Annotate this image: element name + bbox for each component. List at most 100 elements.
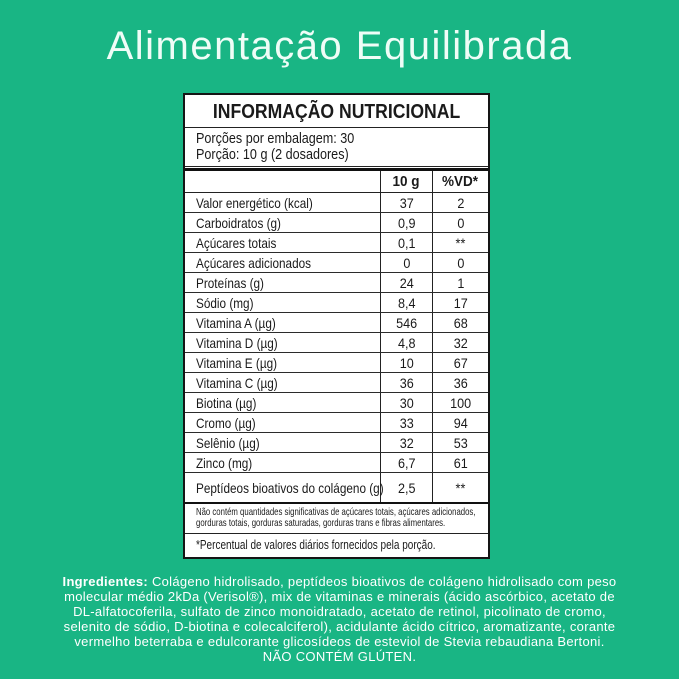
nutrient-dv: 17 (453, 294, 468, 311)
nutrient-amount-cell: 0,1 (380, 233, 432, 252)
nutrient-dv: 0 (456, 214, 465, 231)
nutrient-dv-cell: 68 (432, 313, 488, 332)
nutrient-amount: 4,8 (397, 334, 416, 351)
nutrient-amount: 8,4 (397, 294, 416, 311)
nutrient-name-cell: Vitamina C (µg) (185, 373, 380, 392)
nutrient-name-cell: Biotina (µg) (185, 393, 380, 412)
thick-divider (185, 168, 488, 171)
nutrient-dv: ** (455, 234, 466, 251)
nutrient-name: Açúcares adicionados (196, 254, 312, 271)
nutrient-name: Vitamina E (µg) (196, 354, 278, 371)
nutrient-amount-cell: 10 (380, 353, 432, 372)
nutrient-dv: 0 (456, 254, 465, 271)
nutrient-name: Vitamina D (µg) (196, 334, 278, 351)
nutrient-dv: 68 (453, 314, 468, 331)
nutrient-dv: 94 (453, 414, 468, 431)
nutrient-name-cell: Açúcares totais (185, 233, 380, 252)
ingredients-line: molecular médio 2kDa (Verisol®), mix de … (64, 589, 615, 604)
nutrient-name-cell: Carboidratos (g) (185, 213, 380, 232)
nutrient-dv-cell: 53 (432, 433, 488, 452)
nutrient-dv: 61 (453, 454, 468, 471)
nutrient-amount: 2,5 (397, 479, 416, 496)
nutrient-dv-cell: 1 (432, 273, 488, 292)
nutrient-dv-cell: 61 (432, 453, 488, 472)
nutrient-dv-cell: 2 (432, 193, 488, 212)
nutrient-name: Açúcares totais (196, 234, 277, 251)
table-row: Peptídeos bioativos do colágeno (g) 2,5 … (185, 473, 488, 504)
ingredients-section: Ingredientes: Colágeno hidrolisado, pept… (0, 574, 679, 664)
nutrient-name: Peptídeos bioativos do colágeno (g) (196, 479, 384, 496)
table-row: Vitamina E (µg) 10 67 (185, 353, 488, 373)
nutrient-dv: 53 (453, 434, 468, 451)
nutrition-title-text: INFORMAÇÃO NUTRICIONAL (212, 101, 461, 123)
nutrient-name: Selênio (µg) (196, 434, 260, 451)
nutrient-amount-cell: 33 (380, 413, 432, 432)
nutrient-name-cell: Valor energético (kcal) (185, 193, 380, 212)
table-row: Proteínas (g) 24 1 (185, 273, 488, 293)
nutrient-name: Proteínas (g) (196, 274, 264, 291)
page-title: Alimentação Equilibrada (0, 24, 679, 69)
nutrient-name-cell: Vitamina A (µg) (185, 313, 380, 332)
nutrient-name: Biotina (µg) (196, 394, 257, 411)
nutrient-dv-cell: 36 (432, 373, 488, 392)
nutrient-dv-cell: 17 (432, 293, 488, 312)
nutrient-dv-cell: 0 (432, 213, 488, 232)
column-header-amount: 10 g (380, 171, 432, 192)
nutrition-panel: INFORMAÇÃO NUTRICIONAL Porções por embal… (183, 93, 490, 559)
nutrient-name-cell: Sódio (mg) (185, 293, 380, 312)
nutrient-dv-cell: 0 (432, 253, 488, 272)
nutrient-amount-cell: 6,7 (380, 453, 432, 472)
nutrient-name: Vitamina C (µg) (196, 374, 278, 391)
nutrient-amount-cell: 32 (380, 433, 432, 452)
ingredients-line: DL-alfatocoferila, sulfato de zinco mono… (73, 604, 606, 619)
nutrient-dv-cell: 32 (432, 333, 488, 352)
nutrient-name: Cromo (µg) (196, 414, 256, 431)
daily-value-footnote: *Percentual de valores diários fornecido… (196, 538, 436, 552)
nutrient-dv: 100 (449, 394, 472, 411)
table-row: Selênio (µg) 32 53 (185, 433, 488, 453)
nutrient-name-cell: Zinco (mg) (185, 453, 380, 472)
nutrient-amount: 30 (399, 394, 414, 411)
nutrient-rows: Valor energético (kcal) 37 2 Carboidrato… (185, 193, 488, 504)
ingredients-paragraph: Ingredientes: Colágeno hidrolisado, pept… (0, 574, 679, 649)
table-row: Cromo (µg) 33 94 (185, 413, 488, 433)
nutrient-dv-cell: ** (432, 473, 488, 502)
nutrient-amount-cell: 546 (380, 313, 432, 332)
table-row: Açúcares totais 0,1 ** (185, 233, 488, 253)
table-row: Vitamina C (µg) 36 36 (185, 373, 488, 393)
ingredients-line: Ingredientes: Colágeno hidrolisado, pept… (62, 574, 617, 589)
column-header-dv: %VD* (432, 171, 488, 192)
nutrient-name-cell: Cromo (µg) (185, 413, 380, 432)
servings-per-package: Porções por embalagem: 30 (196, 130, 355, 147)
column-header-nutrient (185, 171, 380, 192)
table-row: Carboidratos (g) 0,9 0 (185, 213, 488, 233)
nutrient-amount: 24 (399, 274, 414, 291)
table-row: Sódio (mg) 8,4 17 (185, 293, 488, 313)
nutrient-dv: 1 (456, 274, 465, 291)
nutrient-amount: 32 (399, 434, 414, 451)
nutrient-amount-cell: 30 (380, 393, 432, 412)
nutrient-amount-cell: 24 (380, 273, 432, 292)
nutrient-amount: 546 (395, 314, 418, 331)
nutrient-amount: 0 (402, 254, 411, 271)
table-row: Vitamina D (µg) 4,8 32 (185, 333, 488, 353)
nutrient-dv-cell: 67 (432, 353, 488, 372)
serving-size: Porção: 10 g (2 dosadores) (196, 146, 349, 163)
nutrient-dv: 2 (456, 194, 465, 211)
nutrient-amount: 36 (399, 374, 414, 391)
table-row: Vitamina A (µg) 546 68 (185, 313, 488, 333)
nutrient-amount: 37 (399, 194, 414, 211)
nutrient-name: Valor energético (kcal) (196, 194, 313, 211)
nutrient-dv-cell: 100 (432, 393, 488, 412)
ingredients-line: vermelho beterraba e edulcorante glicosí… (74, 634, 605, 649)
nutrient-dv: 32 (453, 334, 468, 351)
nutrient-amount: 0,9 (397, 214, 416, 231)
nutrient-name-cell: Vitamina D (µg) (185, 333, 380, 352)
nutrient-amount: 0,1 (397, 234, 416, 251)
ingredients-label: Ingredientes: (62, 574, 152, 589)
nutrient-name-cell: Açúcares adicionados (185, 253, 380, 272)
nutrient-name: Sódio (mg) (196, 294, 254, 311)
nutrient-amount: 6,7 (397, 454, 416, 471)
nutrient-amount: 10 (399, 354, 414, 371)
